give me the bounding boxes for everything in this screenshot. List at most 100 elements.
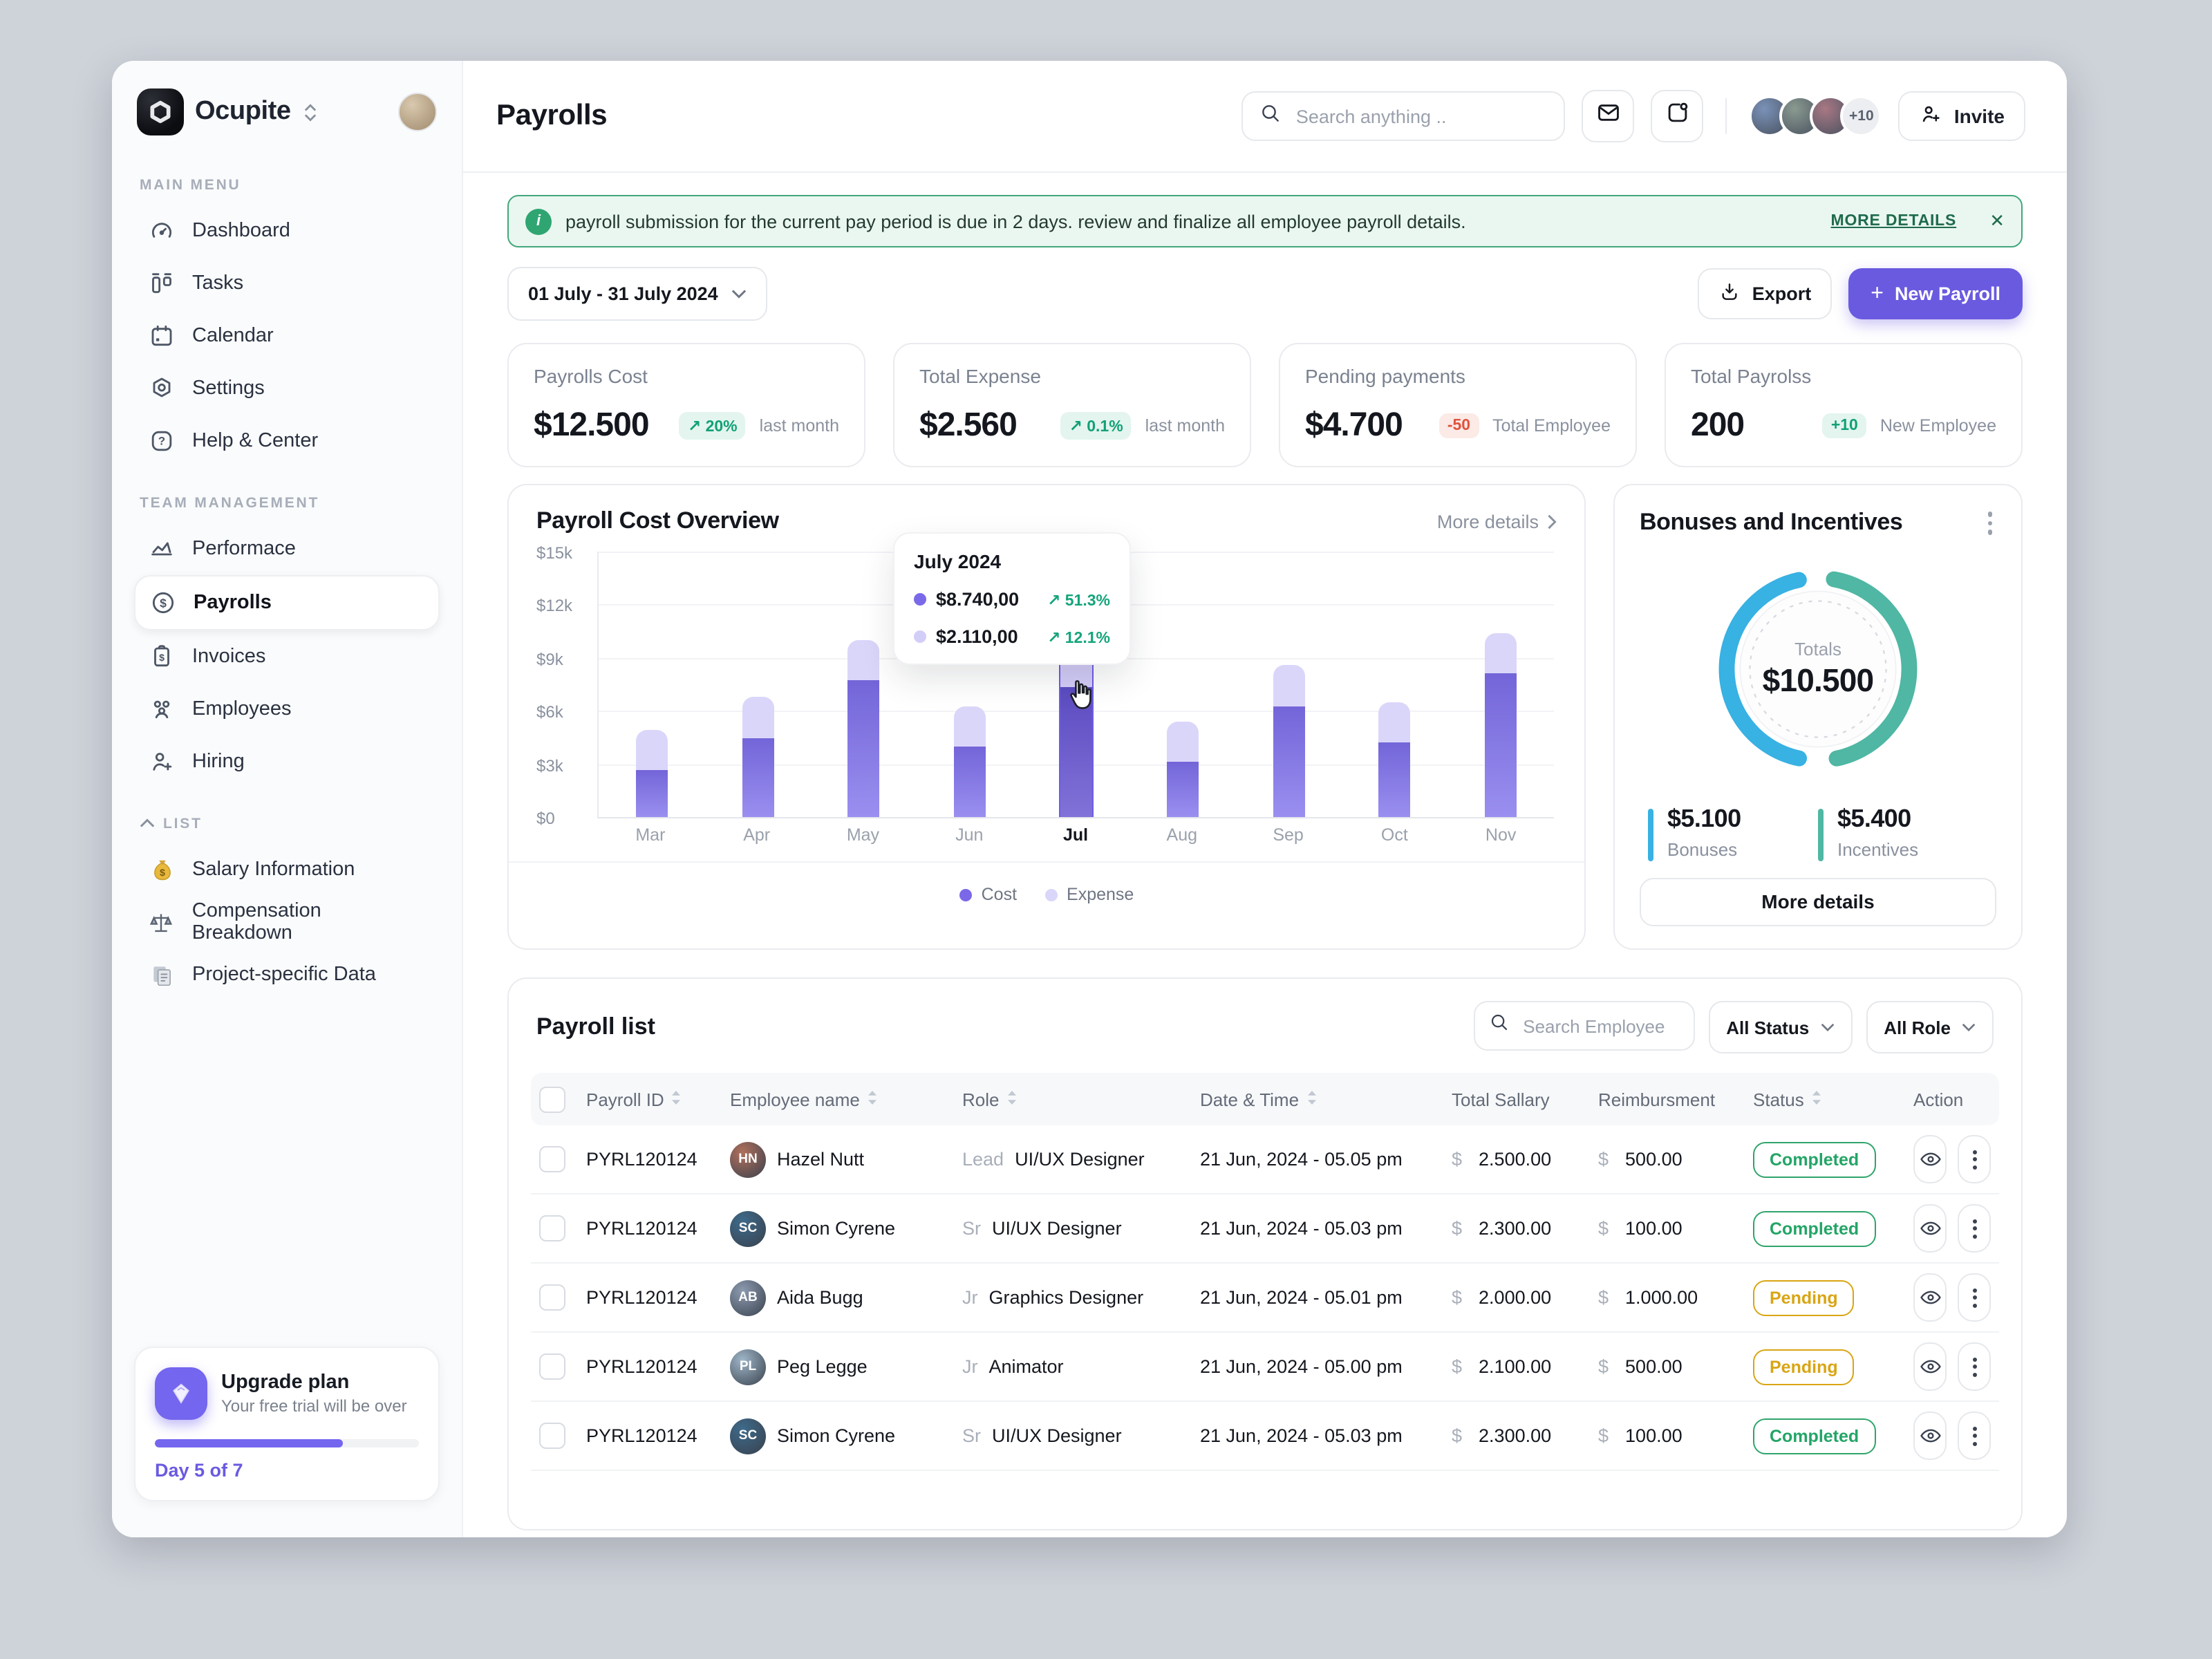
chart-title: Payroll Cost Overview [536, 507, 779, 534]
column-header-role[interactable]: Role [962, 1089, 1200, 1109]
stacked-bar[interactable] [1271, 664, 1306, 817]
sidebar-section-label: MAIN MENU [140, 177, 241, 194]
bonuses-more-details-button[interactable]: More details [1640, 877, 1996, 926]
team-avatar-stack[interactable]: +10 [1749, 95, 1882, 137]
sort-icon[interactable] [1006, 1089, 1018, 1109]
new-payroll-label: New Payroll [1894, 283, 2000, 304]
sidebar-item-dashboard[interactable]: Dashboard [134, 205, 440, 257]
sidebar-item-payrolls[interactable]: $ Payrolls [134, 575, 440, 630]
bar-column-apr[interactable] [705, 552, 812, 817]
sidebar-item-help-center[interactable]: ? Help & Center [134, 415, 440, 467]
sidebar-item-salary-information[interactable]: $ Salary Information [134, 843, 440, 896]
bar-column-oct[interactable] [1342, 552, 1448, 817]
export-button[interactable]: Export [1698, 268, 1833, 319]
sidebar-item-tasks[interactable]: Tasks [134, 257, 440, 310]
view-button[interactable] [1913, 1273, 1947, 1322]
table-row: PYRL120124 SC Simon Cyrene Sr UI/UX Desig… [531, 1194, 1999, 1264]
upgrade-plan-card[interactable]: Upgrade plan Your free trial will be ove… [134, 1347, 440, 1501]
banner-close-icon[interactable]: ✕ [1989, 210, 2005, 231]
row-menu-button[interactable] [1958, 1412, 1991, 1460]
reimbursement: $100.00 [1598, 1218, 1683, 1239]
notification-button[interactable] [1651, 90, 1704, 142]
stacked-bar[interactable] [953, 706, 987, 817]
row-menu-button[interactable] [1958, 1204, 1991, 1253]
view-button[interactable] [1913, 1342, 1947, 1391]
bar-column-sep[interactable] [1235, 552, 1342, 817]
row-checkbox[interactable] [539, 1284, 565, 1311]
column-header-employee-name[interactable]: Employee name [730, 1089, 962, 1109]
row-checkbox[interactable] [539, 1423, 565, 1449]
banner-more-details-link[interactable]: MORE DETAILS [1830, 213, 1957, 229]
sidebar-item-label: Dashboard [192, 220, 290, 242]
export-label: Export [1752, 283, 1812, 304]
sidebar-item-settings[interactable]: Settings [134, 362, 440, 415]
row-menu-button[interactable] [1958, 1273, 1991, 1322]
global-search-input[interactable] [1293, 104, 1548, 128]
column-header-date-time[interactable]: Date & Time [1200, 1089, 1452, 1109]
bar-column-nov[interactable] [1448, 552, 1555, 817]
sidebar-item-calendar[interactable]: Calendar [134, 310, 440, 362]
sort-icon[interactable] [867, 1089, 878, 1109]
cost-segment [742, 738, 774, 817]
plus-icon: + [1871, 281, 1884, 305]
stacked-bar[interactable] [1165, 720, 1200, 817]
stacked-bar[interactable] [740, 696, 775, 817]
sort-icon[interactable] [1811, 1089, 1822, 1109]
employee-search-input[interactable] [1520, 1014, 1680, 1038]
bar-column-jun[interactable] [917, 552, 1024, 817]
row-checkbox[interactable] [539, 1146, 565, 1172]
sidebar-section-label[interactable]: LIST [140, 816, 434, 832]
date-range-picker[interactable]: 01 July - 31 July 2024 [507, 267, 768, 321]
stacked-bar[interactable] [1378, 700, 1412, 817]
stat-caption: Total Employee [1492, 416, 1611, 435]
stat-card-pending-payments: Pending payments $4.700 -50 Total Employ… [1279, 343, 1637, 467]
workspace-switcher[interactable]: Ocupite [137, 88, 437, 135]
view-button[interactable] [1913, 1204, 1947, 1253]
sort-icon[interactable] [1306, 1089, 1317, 1109]
stat-badge: ↗ 20% [679, 412, 746, 440]
avatar-overflow-badge[interactable]: +10 [1840, 95, 1882, 137]
tooltip-row: $8.740,00 ↗ 51.3% [914, 589, 1110, 610]
sidebar-item-performace[interactable]: Performace [134, 523, 440, 575]
global-search[interactable] [1241, 91, 1566, 141]
row-checkbox[interactable] [539, 1215, 565, 1241]
sort-icon[interactable] [671, 1089, 682, 1109]
sidebar-item-compensation-breakdown[interactable]: Compensation Breakdown [134, 896, 440, 948]
new-payroll-button[interactable]: + New Payroll [1848, 268, 2023, 319]
stacked-bar[interactable] [1483, 631, 1518, 817]
payroll-id: PYRL120124 [586, 1425, 697, 1446]
status-filter[interactable]: All Status [1708, 1001, 1853, 1053]
mail-button[interactable] [1582, 90, 1635, 142]
bar-column-may[interactable] [811, 552, 917, 817]
row-checkbox[interactable] [539, 1353, 565, 1380]
kebab-menu-icon[interactable] [1983, 507, 1996, 538]
column-header-status[interactable]: Status [1753, 1089, 1913, 1109]
row-menu-button[interactable] [1958, 1135, 1991, 1183]
main-area: Payrolls [463, 61, 2067, 1537]
payroll-id: PYRL120124 [586, 1149, 697, 1170]
invite-button[interactable]: Invite [1898, 91, 2025, 141]
sidebar-item-employees[interactable]: Employees [134, 683, 440, 735]
x-axis-label: Sep [1273, 825, 1304, 845]
donut-center-value: $10.500 [1762, 662, 1874, 697]
payroll-id: PYRL120124 [586, 1287, 697, 1308]
column-header-payroll-id[interactable]: Payroll ID [586, 1089, 730, 1109]
stacked-bar[interactable] [847, 638, 881, 817]
stacked-bar[interactable] [635, 729, 669, 817]
sidebar-user-avatar[interactable] [398, 93, 437, 131]
bar-column-mar[interactable] [599, 552, 705, 817]
sidebar-item-project-specific-data[interactable]: Project-specific Data [134, 948, 440, 1001]
view-button[interactable] [1913, 1412, 1947, 1460]
row-menu-button[interactable] [1958, 1342, 1991, 1391]
view-button[interactable] [1913, 1135, 1947, 1183]
chart-more-details-link[interactable]: More details [1437, 511, 1557, 532]
legend-bar [1818, 808, 1824, 861]
stats-row: Payrolls Cost $12.500 ↗ 20% last month T… [507, 343, 2023, 467]
select-all-checkbox[interactable] [539, 1086, 565, 1112]
employee-avatar: SC [730, 1418, 766, 1454]
bar-column-aug[interactable] [1130, 552, 1236, 817]
employee-search[interactable] [1473, 1001, 1695, 1051]
role-filter[interactable]: All Role [1866, 1001, 1994, 1053]
sidebar-item-invoices[interactable]: $ Invoices [134, 630, 440, 683]
sidebar-item-hiring[interactable]: Hiring [134, 735, 440, 788]
